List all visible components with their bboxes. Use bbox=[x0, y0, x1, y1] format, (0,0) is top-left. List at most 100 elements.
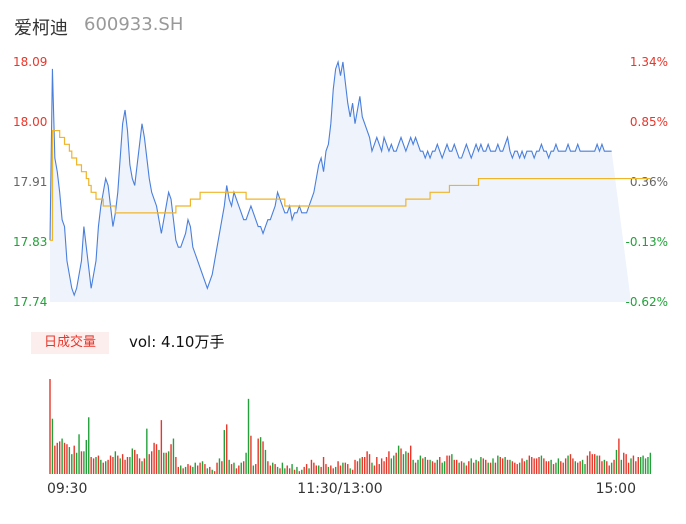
volume-bar bbox=[245, 452, 247, 474]
volume-bar bbox=[448, 455, 451, 474]
volume-bar bbox=[112, 456, 114, 474]
volume-bar bbox=[177, 466, 179, 474]
volume-bar bbox=[284, 468, 286, 474]
volume-bar bbox=[242, 461, 245, 474]
volume-bar bbox=[276, 466, 279, 474]
volume-bar bbox=[555, 462, 557, 474]
volume-bar bbox=[129, 456, 131, 474]
volume-bar bbox=[526, 459, 528, 474]
volume-bar bbox=[417, 459, 419, 474]
volume-bar bbox=[322, 456, 325, 474]
volume-bar bbox=[531, 456, 533, 474]
volume-bar bbox=[620, 459, 623, 474]
volume-bar bbox=[562, 462, 564, 474]
volume-bar bbox=[49, 379, 51, 474]
volume-bar bbox=[395, 452, 397, 474]
volume-bar bbox=[80, 451, 83, 474]
volume-bar bbox=[136, 454, 138, 474]
volume-bar bbox=[192, 466, 194, 474]
volume-bar bbox=[54, 445, 56, 474]
volume-bar bbox=[305, 464, 308, 474]
volume-bar bbox=[318, 465, 320, 474]
price-line bbox=[49, 59, 612, 297]
volume-bar bbox=[107, 459, 109, 474]
volume-bar bbox=[514, 462, 516, 474]
volume-bar bbox=[591, 454, 593, 474]
volume-bar bbox=[465, 465, 468, 474]
volume-bar bbox=[310, 459, 313, 474]
volume-bar bbox=[267, 461, 269, 474]
volume-bar bbox=[293, 469, 296, 474]
volume-bar bbox=[560, 461, 562, 474]
volume-bar bbox=[141, 461, 143, 474]
volume-bar bbox=[451, 454, 453, 474]
volume-bar bbox=[458, 462, 460, 474]
volume-bar bbox=[579, 461, 581, 474]
volume-bar bbox=[199, 462, 201, 474]
volume-bar bbox=[315, 465, 317, 474]
volume-bar bbox=[119, 458, 121, 474]
y-tick-price: 17.74 bbox=[13, 295, 48, 309]
volume-bar bbox=[206, 468, 209, 474]
avg-price-line bbox=[50, 129, 651, 241]
volume-bar bbox=[482, 458, 485, 474]
volume-bar bbox=[92, 458, 95, 474]
volume-bar bbox=[102, 462, 104, 474]
volume-bar bbox=[618, 438, 620, 474]
volume-bar bbox=[378, 464, 380, 474]
volume-bar bbox=[131, 448, 134, 474]
volume-bar bbox=[255, 464, 257, 474]
volume-bar bbox=[97, 455, 100, 474]
volume-bar bbox=[342, 462, 344, 474]
volume-bar bbox=[51, 418, 54, 474]
volume-bar bbox=[71, 454, 73, 474]
volume-bar bbox=[402, 454, 405, 474]
volume-bar bbox=[422, 458, 424, 474]
volume-bar bbox=[167, 451, 170, 474]
y-tick-pct: 0.85% bbox=[629, 115, 668, 129]
volume-bar bbox=[456, 459, 458, 474]
volume-bar bbox=[138, 458, 141, 474]
volume-bar bbox=[419, 455, 422, 474]
volume-bar bbox=[85, 439, 88, 474]
volume-bar bbox=[180, 465, 182, 474]
volume-bar bbox=[226, 424, 228, 474]
volume-value: vol: 4.10万手 bbox=[129, 333, 225, 351]
volume-bar bbox=[78, 434, 80, 474]
volume-bar bbox=[564, 458, 567, 474]
volume-bar bbox=[257, 438, 259, 474]
volume-bar bbox=[468, 461, 470, 474]
volume-bar bbox=[83, 451, 85, 474]
volume-bar bbox=[439, 456, 441, 474]
volume-bar bbox=[301, 469, 303, 474]
volume-bar bbox=[233, 462, 235, 474]
volume-bar bbox=[272, 462, 274, 474]
volume-bar bbox=[380, 458, 383, 474]
volume-bar bbox=[349, 468, 351, 474]
volume-bar bbox=[499, 456, 501, 474]
volume-bar bbox=[196, 465, 199, 474]
volume-bar bbox=[75, 452, 78, 474]
volume-bar bbox=[623, 452, 625, 474]
volume-bar bbox=[95, 456, 97, 474]
volume-bar bbox=[100, 459, 102, 474]
y-tick-price: 17.83 bbox=[13, 235, 48, 249]
volume-bar bbox=[332, 468, 334, 474]
y-tick-price: 17.91 bbox=[13, 175, 48, 189]
volume-bar bbox=[143, 458, 146, 474]
volume-bar bbox=[569, 454, 572, 474]
volume-bar bbox=[213, 471, 216, 474]
volume-bar bbox=[480, 456, 482, 474]
volume-bar bbox=[393, 455, 395, 474]
volume-bar bbox=[160, 420, 163, 474]
volume-bar bbox=[124, 459, 126, 474]
volume-bar bbox=[589, 451, 591, 474]
x-tick-label: 11:30/13:00 bbox=[297, 481, 383, 497]
volume-bar bbox=[538, 456, 540, 474]
volume-bar bbox=[506, 459, 509, 474]
volume-bar bbox=[497, 455, 499, 474]
volume-bar bbox=[543, 458, 545, 474]
volume-bar bbox=[330, 465, 332, 474]
volume-bar bbox=[477, 461, 480, 474]
